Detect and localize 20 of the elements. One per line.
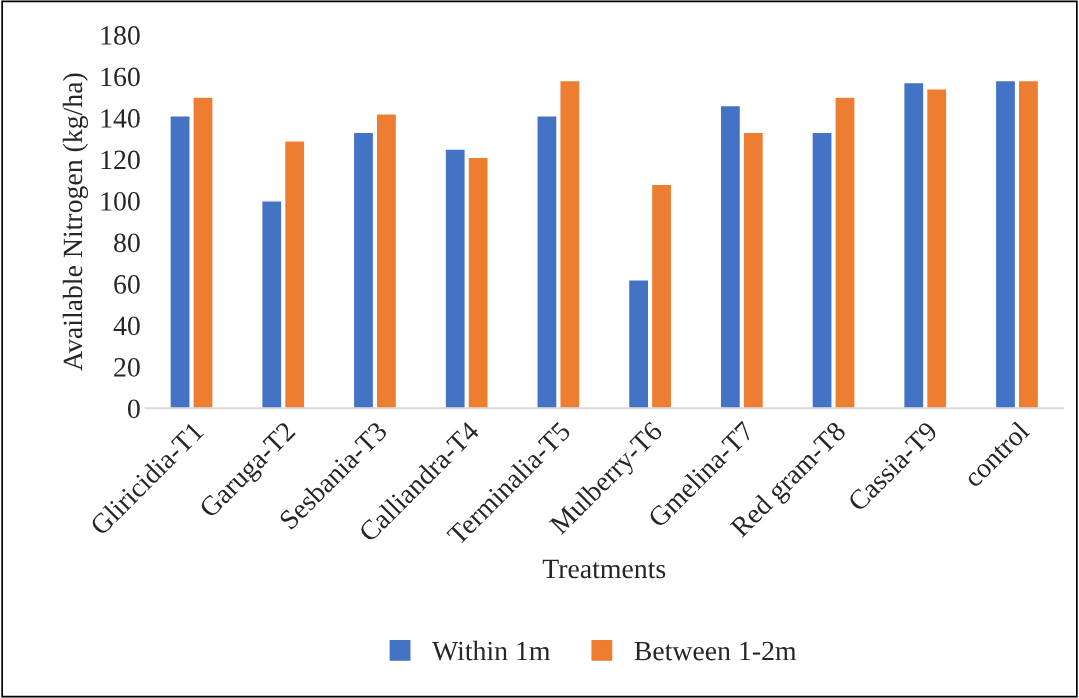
- bar: [1017, 79, 1040, 409]
- y-tick-label: 60: [114, 275, 140, 294]
- legend-label: Within 1m: [432, 640, 551, 661]
- bar: [375, 113, 398, 409]
- y-tick-label: 100: [101, 192, 140, 211]
- y-tick-label: 40: [113, 316, 140, 336]
- bar: [352, 131, 375, 409]
- bar: [994, 79, 1017, 409]
- x-axis-title: Treatments: [542, 559, 666, 579]
- y-tick-label: 180: [101, 26, 140, 45]
- y-tick-label: 20: [114, 358, 140, 377]
- y-axis-title: Available Nitrogen (kg/ha): [62, 73, 89, 371]
- bar: [627, 279, 650, 409]
- y-tick-label: 80: [114, 233, 140, 253]
- y-tick-label: 120: [101, 150, 140, 170]
- y-tick-label: 140: [101, 109, 140, 128]
- y-tick-label: 160: [101, 67, 140, 87]
- legend-label: Between 1-2m: [634, 641, 797, 661]
- bar: [650, 183, 673, 409]
- y-tick-label: 0: [127, 399, 140, 419]
